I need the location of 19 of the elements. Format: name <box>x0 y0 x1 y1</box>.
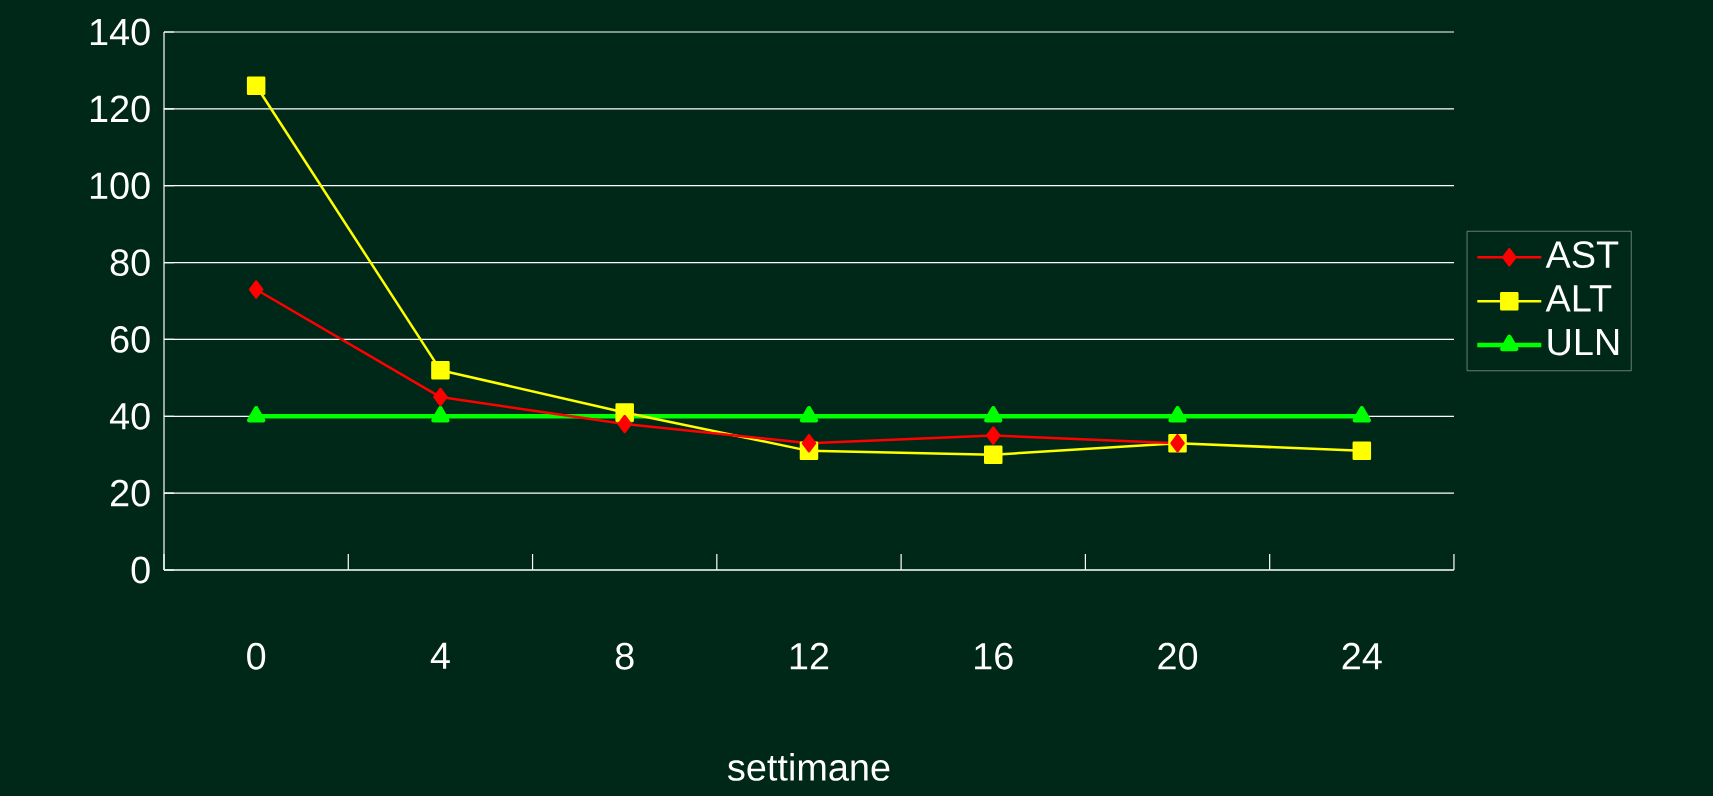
y-tick-label: 140 <box>90 18 150 46</box>
y-tick-label: 60 <box>110 326 150 353</box>
legend-label: ULN <box>1548 329 1619 356</box>
x-tick-label: 4 <box>430 642 450 669</box>
y-tick-label: 20 <box>110 479 150 507</box>
x-tick-label: 8 <box>615 642 634 670</box>
y-tick-label: 80 <box>110 249 150 276</box>
legend-label: AST <box>1545 241 1619 269</box>
y-tick-label: 120 <box>90 95 150 123</box>
x-tick-label: 16 <box>975 642 1013 670</box>
x-tick-label: 0 <box>247 642 266 670</box>
x-tick-label: 12 <box>790 642 829 670</box>
y-tick-label: 100 <box>90 172 150 200</box>
x-axis-title: settimane <box>727 753 890 781</box>
legend-label: ALT <box>1545 285 1612 312</box>
x-tick-label: 24 <box>1342 642 1382 670</box>
x-tick-label: 20 <box>1158 642 1198 670</box>
y-tick-label: 0 <box>131 556 150 584</box>
y-tick-label: 40 <box>109 402 150 430</box>
